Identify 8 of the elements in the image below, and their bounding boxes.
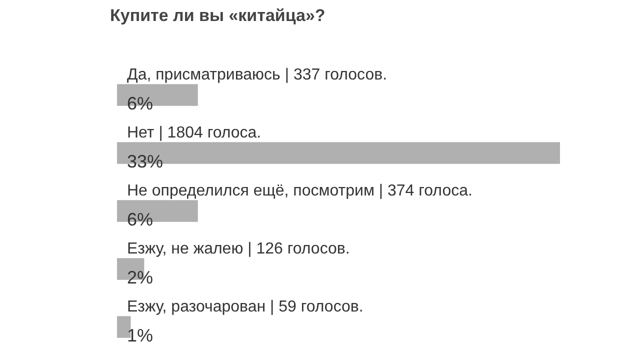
y-tick-label: Не определился ещё, посмотрим | 374 голоса. [127, 182, 472, 200]
data-label: 1% [127, 326, 154, 346]
y-tick-label: Езжу, разочарован | 59 голосов. [127, 298, 364, 316]
data-label: 2% [127, 268, 154, 288]
y-tick-label: Езжу, не жалею | 126 голосов. [127, 240, 350, 258]
chart-title: Купите ли вы «китайца»? [110, 6, 326, 26]
y-tick-label: Да, присматриваюсь | 337 голосов. [127, 66, 388, 84]
y-tick-label: Нет | 1804 голоса. [127, 124, 262, 142]
